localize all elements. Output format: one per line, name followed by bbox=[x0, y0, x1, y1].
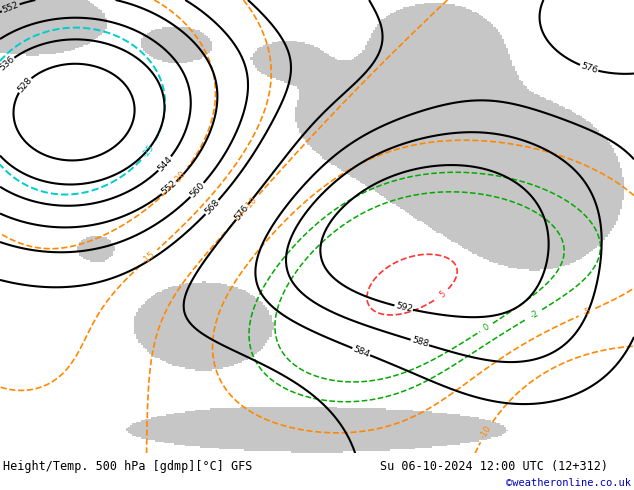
Text: 5: 5 bbox=[437, 289, 448, 299]
Text: 552: 552 bbox=[160, 179, 179, 197]
Text: ©weatheronline.co.uk: ©weatheronline.co.uk bbox=[506, 478, 631, 488]
Text: 560: 560 bbox=[188, 181, 207, 199]
Text: 584: 584 bbox=[352, 344, 371, 359]
Text: 552: 552 bbox=[1, 0, 20, 15]
Text: -25: -25 bbox=[141, 143, 156, 159]
Text: -2: -2 bbox=[529, 308, 540, 320]
Text: 544: 544 bbox=[156, 154, 174, 173]
Text: 592: 592 bbox=[394, 301, 413, 314]
Text: 576: 576 bbox=[579, 61, 598, 75]
Text: 568: 568 bbox=[203, 198, 221, 217]
Text: 528: 528 bbox=[16, 75, 34, 94]
Text: 576: 576 bbox=[233, 203, 251, 222]
Text: -5: -5 bbox=[581, 306, 593, 318]
Text: -10: -10 bbox=[243, 195, 259, 211]
Text: Su 06-10-2024 12:00 UTC (12+312): Su 06-10-2024 12:00 UTC (12+312) bbox=[380, 460, 609, 473]
Text: 0: 0 bbox=[482, 322, 491, 333]
Text: 536: 536 bbox=[0, 54, 16, 73]
Text: -10: -10 bbox=[479, 424, 493, 440]
Text: Height/Temp. 500 hPa [gdmp][°C] GFS: Height/Temp. 500 hPa [gdmp][°C] GFS bbox=[3, 460, 252, 473]
Text: 588: 588 bbox=[410, 336, 429, 349]
Text: -20: -20 bbox=[172, 169, 188, 185]
Text: -15: -15 bbox=[141, 250, 157, 266]
